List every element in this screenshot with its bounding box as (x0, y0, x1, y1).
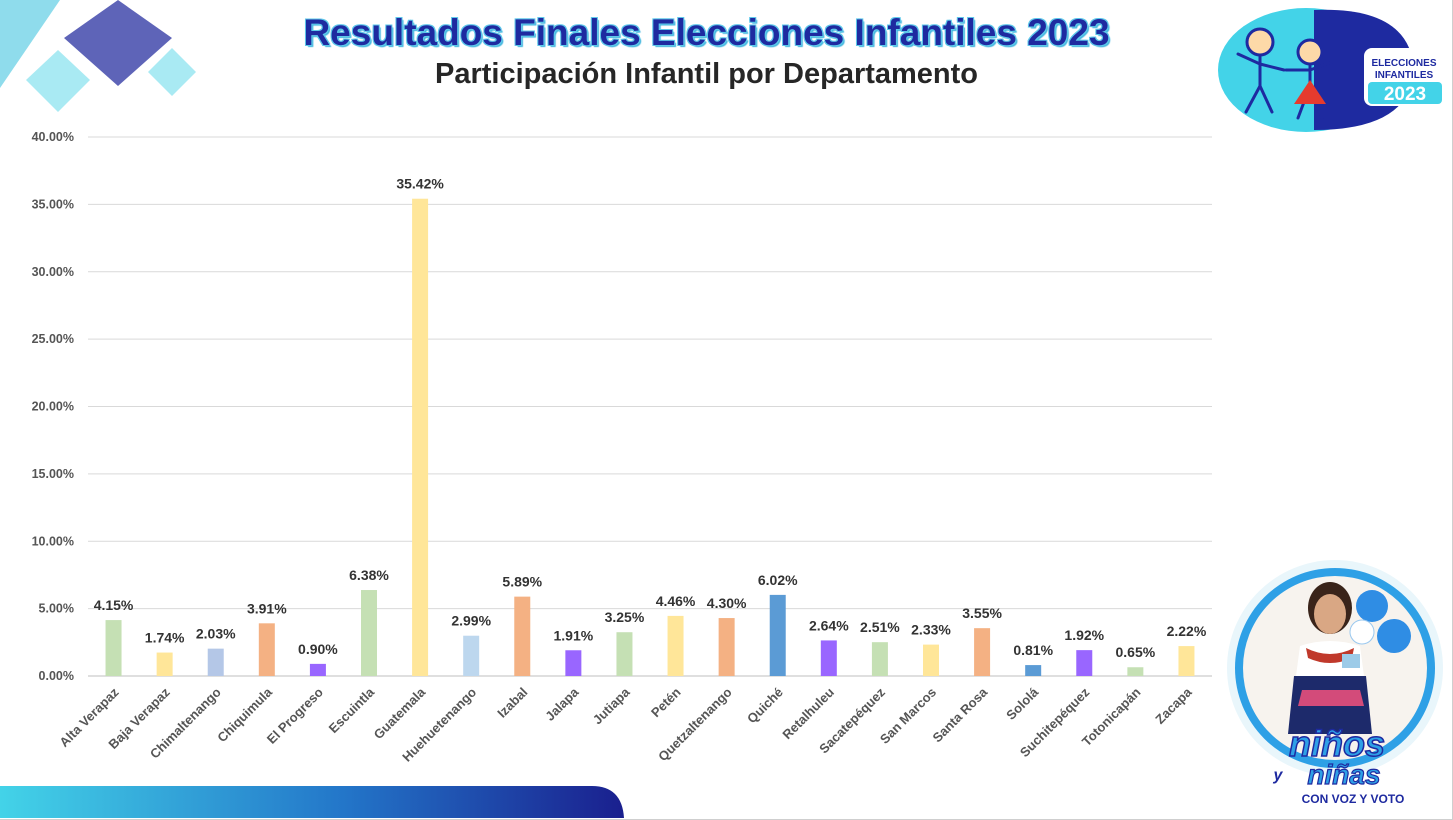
bar (974, 628, 991, 676)
x-tick-label: Jalapa (542, 684, 582, 724)
bar (718, 618, 735, 676)
x-tick-label: Santa Rosa (930, 684, 991, 745)
diamond-shape (26, 50, 90, 112)
diamond-shape (148, 48, 196, 96)
data-label: 4.46% (656, 593, 696, 609)
data-label: 4.30% (707, 595, 747, 611)
bar (1076, 650, 1093, 676)
bar (309, 663, 326, 676)
elecciones-logo: ELECCIONES INFANTILES 2023 (1218, 8, 1444, 132)
data-label: 0.65% (1116, 644, 1156, 660)
data-label: 6.38% (349, 567, 389, 583)
corner-decoration (0, 0, 196, 112)
data-label: 2.99% (451, 613, 491, 629)
dress-shape (1294, 80, 1326, 104)
badge-word-ninos: niños (1289, 723, 1385, 764)
bottom-band (0, 786, 624, 818)
chart-bars (105, 198, 1195, 676)
bar (156, 652, 173, 676)
badge-word-ninas: niñas (1307, 759, 1380, 786)
data-label: 3.55% (962, 605, 1002, 621)
data-label: 6.02% (758, 572, 798, 588)
bar (923, 644, 939, 676)
bar (667, 615, 684, 676)
data-label: 2.22% (1167, 623, 1207, 639)
data-label: 4.15% (94, 597, 134, 613)
bar (565, 650, 582, 676)
data-label: 0.81% (1013, 642, 1053, 658)
y-tick-label: 5.00% (39, 602, 74, 616)
bar (258, 623, 275, 676)
bar (769, 594, 786, 676)
bar (1178, 646, 1195, 676)
bar (412, 198, 429, 676)
y-tick-label: 20.00% (32, 400, 74, 414)
data-label: 2.51% (860, 619, 900, 635)
page-subtitle: Participación Infantil por Departamento (434, 58, 979, 90)
bar (1025, 665, 1042, 676)
data-label: 0.90% (298, 641, 338, 657)
data-label: 1.92% (1064, 627, 1104, 643)
bar (616, 632, 633, 676)
bar (463, 635, 480, 676)
bar (871, 642, 888, 676)
y-tick-label: 30.00% (32, 265, 74, 279)
x-tick-label: Izabal (494, 685, 530, 721)
x-tick-label: Quiché (744, 685, 786, 727)
x-tick-label: Zacapa (1152, 684, 1195, 727)
bar (361, 590, 377, 676)
bar (820, 640, 837, 676)
logo-year: 2023 (1384, 84, 1426, 105)
badge-tagline-wrap: CON VOZ Y VOTO (1268, 790, 1438, 808)
logo-line1: ELECCIONES (1371, 58, 1436, 69)
data-label: 3.25% (605, 609, 645, 625)
children-figures-icon (1236, 27, 1334, 120)
y-tick-label: 25.00% (32, 332, 74, 346)
chart-grid (88, 136, 1212, 677)
y-tick-label: 15.00% (32, 467, 74, 481)
bar (1127, 667, 1144, 676)
badge-connector: y (1273, 767, 1284, 784)
child-photo-icon (1288, 582, 1411, 734)
bar (514, 596, 531, 676)
badge-tagline: CON VOZ Y VOTO (1301, 792, 1405, 806)
y-tick-label: 35.00% (32, 197, 74, 211)
data-label: 5.89% (502, 574, 542, 590)
data-label: 3.91% (247, 600, 287, 616)
y-tick-label: 0.00% (39, 669, 74, 683)
y-tick-label: 40.00% (32, 130, 74, 144)
data-label: 2.64% (809, 617, 849, 633)
bar (207, 648, 224, 676)
data-label: 2.33% (911, 622, 951, 638)
diamond-shape (64, 0, 172, 86)
bar (105, 620, 122, 676)
y-axis-ticks: 0.00% 5.00% 10.00% 15.00% 20.00% 25.00% 30.00%… (32, 130, 74, 683)
data-label: 2.03% (196, 626, 236, 642)
x-tick-label: Petén (648, 684, 684, 720)
data-label: 1.91% (554, 627, 594, 643)
x-tick-label: Jutiapa (590, 684, 633, 727)
diamond-shape (0, 0, 60, 88)
x-tick-label: Sololá (1003, 684, 1042, 723)
logo-line2: INFANTILES (1375, 70, 1434, 81)
data-labels: 4.15% 1.74% 2.03% 3.91% 0.90% 6.38% 35.42% 2.99… (94, 176, 1207, 661)
x-tick-label: Escuintla (326, 684, 378, 736)
photo-badge: niños y niñas (1227, 560, 1443, 786)
data-label: 35.42% (396, 176, 444, 192)
y-tick-label: 10.00% (32, 534, 74, 548)
data-label: 1.74% (145, 630, 185, 646)
page-title: Resultados Finales Elecciones Infantiles… (303, 12, 1110, 53)
